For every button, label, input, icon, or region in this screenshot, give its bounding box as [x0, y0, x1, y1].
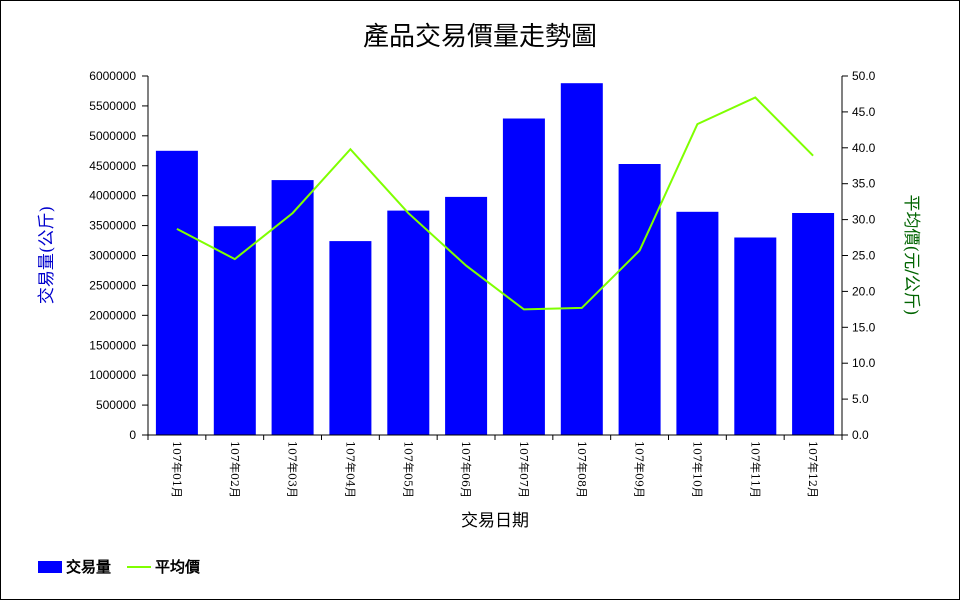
- bar-volume-6: [445, 196, 488, 435]
- legend-item-price: 平均價: [127, 556, 200, 577]
- bar-volume-1: [155, 150, 198, 436]
- line-avg-price: [176, 96, 814, 311]
- legend-label-volume: 交易量: [66, 558, 112, 576]
- bar-volume-5: [387, 210, 430, 435]
- y-right-tick-label: 20.0: [852, 284, 876, 298]
- y-right-tick-label: 40.0: [852, 141, 876, 155]
- axes-group: 0 500000 1000000 1500000 2000000 2500000 30000…: [89, 69, 875, 498]
- y-right-tick-label: 25.0: [852, 249, 876, 263]
- bar-volume-8: [560, 83, 603, 435]
- y-right-tick-label: 0.0: [852, 428, 869, 442]
- y-left-tick-label: 1000000: [89, 368, 136, 382]
- legend-swatch-volume: [38, 560, 62, 573]
- bar-volume-10: [676, 211, 719, 435]
- y-left-tick-label: 4000000: [89, 189, 136, 203]
- x-tick-label: 107年04月: [343, 441, 357, 498]
- bar-volume-9: [618, 164, 661, 435]
- y-left-tick-label: 3000000: [89, 249, 136, 263]
- x-tick-label: 107年07月: [517, 441, 531, 498]
- bar-volume-2: [213, 226, 256, 435]
- x-tick-label: 107年03月: [286, 441, 300, 498]
- y-left-tick-label: 1500000: [89, 338, 136, 352]
- x-tick-label: 107年10月: [690, 441, 704, 498]
- x-tick-label: 107年08月: [575, 441, 589, 498]
- y-right-tick-label: 5.0: [852, 392, 869, 406]
- bar-volume-4: [329, 241, 372, 435]
- y-right-tick-label: 45.0: [852, 105, 876, 119]
- legend-label-price: 平均價: [155, 558, 201, 576]
- y-left-tick-label: 2500000: [89, 278, 136, 292]
- bar-volume-3: [271, 180, 314, 435]
- chart-title: 產品交易價量走勢圖: [362, 22, 597, 52]
- y-right-tick-label: 15.0: [852, 320, 876, 334]
- y-left-tick-label: 0: [129, 428, 136, 442]
- y-right-tick-label: 10.0: [852, 356, 876, 370]
- x-tick-label: 107年06月: [459, 441, 473, 498]
- y-left-tick-label: 5000000: [89, 129, 136, 143]
- x-axis-title: 交易日期: [461, 511, 529, 531]
- y-axis-right-title: 平均價(元/公斤): [901, 195, 921, 316]
- y-right-tick-label: 35.0: [852, 177, 876, 191]
- bars-group: [155, 83, 835, 436]
- x-tick-label: 107年11月: [748, 441, 762, 498]
- y-axis-left-title: 交易量(公斤): [37, 206, 57, 304]
- line-group: [176, 96, 814, 311]
- legend-item-volume: 交易量: [38, 556, 111, 577]
- bar-volume-12: [792, 213, 835, 435]
- y-left-tick-label: 500000: [96, 398, 136, 412]
- x-tick-label: 107年12月: [806, 441, 820, 498]
- bar-volume-11: [734, 237, 777, 435]
- y-right-tick-label: 50.0: [852, 69, 876, 83]
- bar-volume-7: [502, 118, 545, 435]
- legend-swatch-price: [127, 565, 152, 568]
- y-left-tick-label: 3500000: [89, 219, 136, 233]
- x-tick-label: 107年05月: [401, 441, 415, 498]
- x-tick-label: 107年01月: [170, 441, 184, 498]
- y-left-tick-label: 2000000: [89, 308, 136, 322]
- y-left-tick-label: 5500000: [89, 99, 136, 113]
- x-tick-label: 107年02月: [228, 441, 242, 498]
- y-left-tick-label: 6000000: [89, 69, 136, 83]
- y-right-tick-label: 30.0: [852, 213, 876, 227]
- legend: 交易量 平均價: [38, 556, 216, 577]
- y-left-tick-label: 4500000: [89, 159, 136, 173]
- x-tick-label: 107年09月: [633, 441, 647, 498]
